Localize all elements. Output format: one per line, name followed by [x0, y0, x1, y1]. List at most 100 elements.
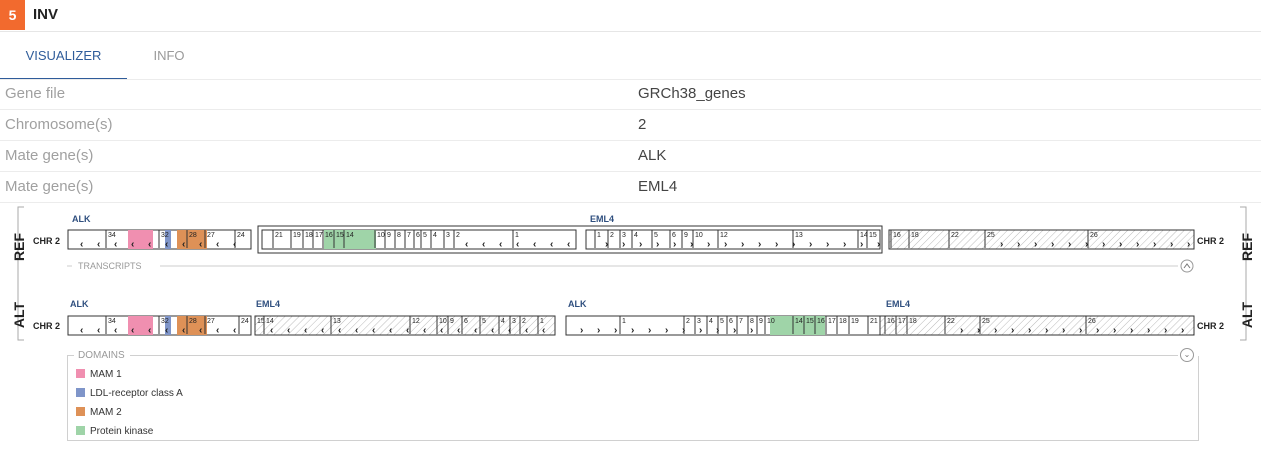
alt-right-strand-arrow: ›	[665, 325, 668, 336]
ref-eml4-strand-arrow: ›	[741, 239, 744, 250]
ref-alk-b-exon-label: 16	[325, 232, 333, 239]
ref-alk-b-exon-label: 5	[423, 232, 427, 239]
alt-left-exon-label: 3	[512, 318, 516, 325]
ref-eml4-strand-arrow: ›	[809, 239, 812, 250]
ref-alk-strand-arrow: ‹	[233, 239, 236, 250]
transcripts-toggle-icon[interactable]	[1180, 259, 1194, 273]
ref-alk-b-exon-label: 19	[293, 232, 301, 239]
legend-item-kinase: Protein kinase	[76, 426, 153, 438]
transcripts-label: TRANSCRIPTS	[78, 261, 142, 271]
ref-eml4-exon-label: 5	[654, 232, 658, 239]
ref-alk-exon-label: 32	[161, 232, 169, 239]
ref-alk-exon-label: 34	[108, 232, 116, 239]
alt-right-strand-arrow: ›	[682, 325, 685, 336]
alt-right-exon-label: 22	[947, 318, 955, 325]
alt-eml4-strand-arrow: ‹	[287, 325, 290, 336]
alt-eml4-b-strand-arrow: ›	[1164, 325, 1167, 336]
alt-left-strand-arrow: ‹	[216, 325, 219, 336]
info-value: GRCh38_genes	[638, 85, 746, 102]
alt-eml4-strand-arrow: ‹	[508, 325, 511, 336]
alt-right-strand-arrow: ›	[733, 325, 736, 336]
ref-eml4-strand-arrow: ›	[622, 239, 625, 250]
alt-eml4-b-strand-arrow: ›	[1130, 325, 1133, 336]
alt-right-exon-label: 16	[887, 318, 895, 325]
ref-eml4-strand-arrow: ›	[656, 239, 659, 250]
ref-eml4-strand-arrow: ›	[826, 239, 829, 250]
alt-eml4-strand-arrow: ‹	[423, 325, 426, 336]
alt-left-strand-arrow: ‹	[97, 325, 100, 336]
alt-left-exon-label: 15	[257, 318, 265, 325]
alt-eml4-b-strand-arrow: ›	[1011, 325, 1014, 336]
ref-eml4-strand-arrow: ›	[758, 239, 761, 250]
tab-info[interactable]: INFO	[153, 48, 185, 63]
ref-eml4-b-strand-arrow: ›	[1153, 239, 1156, 250]
alt-eml4-strand-arrow: ‹	[525, 325, 528, 336]
alt-right-exon-label: 17	[898, 318, 906, 325]
ref-eml4-b-strand-arrow: ›	[1017, 239, 1020, 250]
info-row-mate-gene-1: Mate gene(s) ALK	[0, 141, 1261, 172]
ref-alk-b-strand-arrow: ‹	[482, 239, 485, 250]
alt-left-exon-label: 2	[522, 318, 526, 325]
ref-alk-strand-arrow: ‹	[182, 239, 185, 250]
alt-left-exon-label: 4	[501, 318, 505, 325]
alt-right-exon-label: 17	[828, 318, 836, 325]
ref-eml4-strand-arrow: ›	[690, 239, 693, 250]
info-row-gene-file: Gene file GRCh38_genes	[0, 79, 1261, 110]
domain-kinase-ref	[324, 230, 376, 249]
alt-right-strand-arrow: ›	[750, 325, 753, 336]
alt-label-left: ALT	[11, 301, 27, 328]
alt-right-exon-label: 15	[806, 318, 814, 325]
ref-alk-b-strand-arrow: ‹	[516, 239, 519, 250]
alt-right-exon-label: 2	[686, 318, 690, 325]
chr-label-ref-left: CHR 2	[33, 236, 60, 246]
legend-label: Protein kinase	[90, 426, 154, 437]
alt-left-strand-arrow: ‹	[165, 325, 168, 336]
ref-eml4-segment-a	[585, 229, 881, 250]
chr-label-alt-left: CHR 2	[33, 321, 60, 331]
ref-alk-strand-arrow: ‹	[114, 239, 117, 250]
domain-ldl-ref	[165, 230, 171, 249]
alt-right-strand-arrow: ›	[699, 325, 702, 336]
chr-label-alt-right: CHR 2	[1197, 321, 1224, 331]
alt-left-exon-label: 12	[412, 318, 420, 325]
ref-gene-label-alk: ALK	[72, 214, 91, 224]
alt-right-strand-arrow: ›	[597, 325, 600, 336]
alt-left-strand-arrow: ‹	[182, 325, 185, 336]
alt-left-exon-label: 28	[189, 318, 197, 325]
alt-right-exon-label: 5	[720, 318, 724, 325]
ref-alk-strand-arrow: ‹	[80, 239, 83, 250]
ref-eml4-segment-b	[888, 229, 1195, 250]
legend-border-left	[67, 355, 74, 356]
ref-alk-b-strand-arrow: ‹	[499, 239, 502, 250]
alt-eml4-strand-arrow: ‹	[338, 325, 341, 336]
alt-left-exon-label: 34	[108, 318, 116, 325]
legend-label: MAM 2	[90, 407, 122, 418]
alt-eml4-strand-arrow: ‹	[270, 325, 273, 336]
alt-right-strand-arrow: ›	[614, 325, 617, 336]
alt-right-exon-label: 4	[709, 318, 713, 325]
alt-left-exon-label: 32	[161, 318, 169, 325]
ref-alk-b-strand-arrow: ‹	[533, 239, 536, 250]
ref-eml4-strand-arrow: ›	[792, 239, 795, 250]
ref-eml4-exon-label: 6	[672, 232, 676, 239]
ref-eml4-exon-label: 10	[695, 232, 703, 239]
ref-eml4-exon-label: 12	[720, 232, 728, 239]
ref-eml4-exon-label: 2	[610, 232, 614, 239]
ref-label-left: REF	[11, 233, 27, 261]
legend-border-right	[130, 355, 1178, 356]
alt-right-exon-label: 9	[759, 318, 763, 325]
ref-alk-b-exon-label: 14	[346, 232, 354, 239]
legend-toggle-chevron-down-icon[interactable]: ⌄	[1180, 348, 1194, 362]
info-key: Gene file	[5, 85, 66, 102]
alt-eml4-strand-arrow: ‹	[372, 325, 375, 336]
alt-left-strand-arrow: ‹	[199, 325, 202, 336]
ref-eml4-b-strand-arrow: ›	[1170, 239, 1173, 250]
alt-left-strand-arrow: ‹	[80, 325, 83, 336]
info-row-chromosome: Chromosome(s) 2	[0, 110, 1261, 141]
ref-eml4-b-strand-arrow: ›	[1051, 239, 1054, 250]
ref-alk-b-exon-label: 18	[305, 232, 313, 239]
ref-eml4-strand-arrow: ›	[775, 239, 778, 250]
alt-left-exon-label: 5	[482, 318, 486, 325]
ref-eml4-strand-arrow: ›	[877, 239, 880, 250]
ref-eml4-b-exon-label: 16	[893, 232, 901, 239]
